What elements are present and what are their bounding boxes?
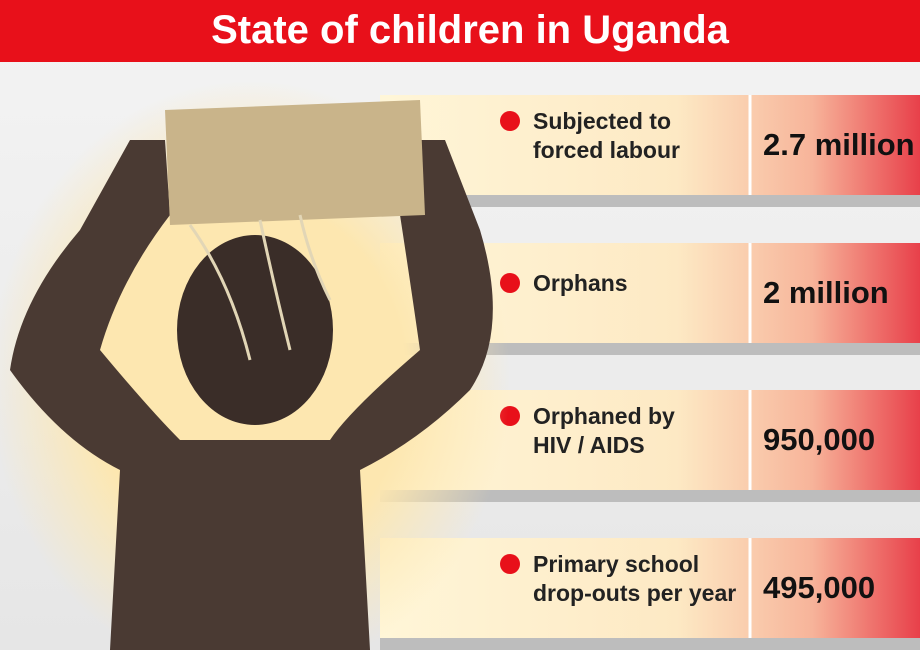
- row-value: 2.7 million: [763, 127, 915, 162]
- title: State of children in Uganda: [211, 8, 730, 52]
- row-band: [380, 95, 920, 195]
- row-label: Orphaned by: [533, 403, 675, 429]
- row-shadow: [380, 195, 920, 207]
- row-shadow: [380, 490, 920, 502]
- brick: [165, 100, 425, 225]
- photo: [0, 80, 510, 650]
- child-head: [177, 235, 333, 425]
- row-band: [380, 538, 920, 638]
- bullet: [500, 273, 520, 293]
- row-label: HIV / AIDS: [533, 432, 645, 458]
- row-value: 495,000: [763, 570, 875, 605]
- row-value: 950,000: [763, 422, 875, 457]
- straw: [188, 214, 332, 361]
- child-body: [10, 140, 493, 650]
- row-shadow: [380, 638, 920, 650]
- row-label: Primary school: [533, 551, 699, 577]
- row-label: forced labour: [533, 137, 680, 163]
- bullet: [500, 554, 520, 574]
- row-label: Subjected to: [533, 108, 671, 134]
- row-label: drop-outs per year: [533, 580, 736, 606]
- bullet: [500, 111, 520, 131]
- row-label: Orphans: [533, 270, 628, 296]
- row-shadow: [380, 343, 920, 355]
- header-bar: [0, 0, 920, 62]
- row-value: 2 million: [763, 275, 889, 310]
